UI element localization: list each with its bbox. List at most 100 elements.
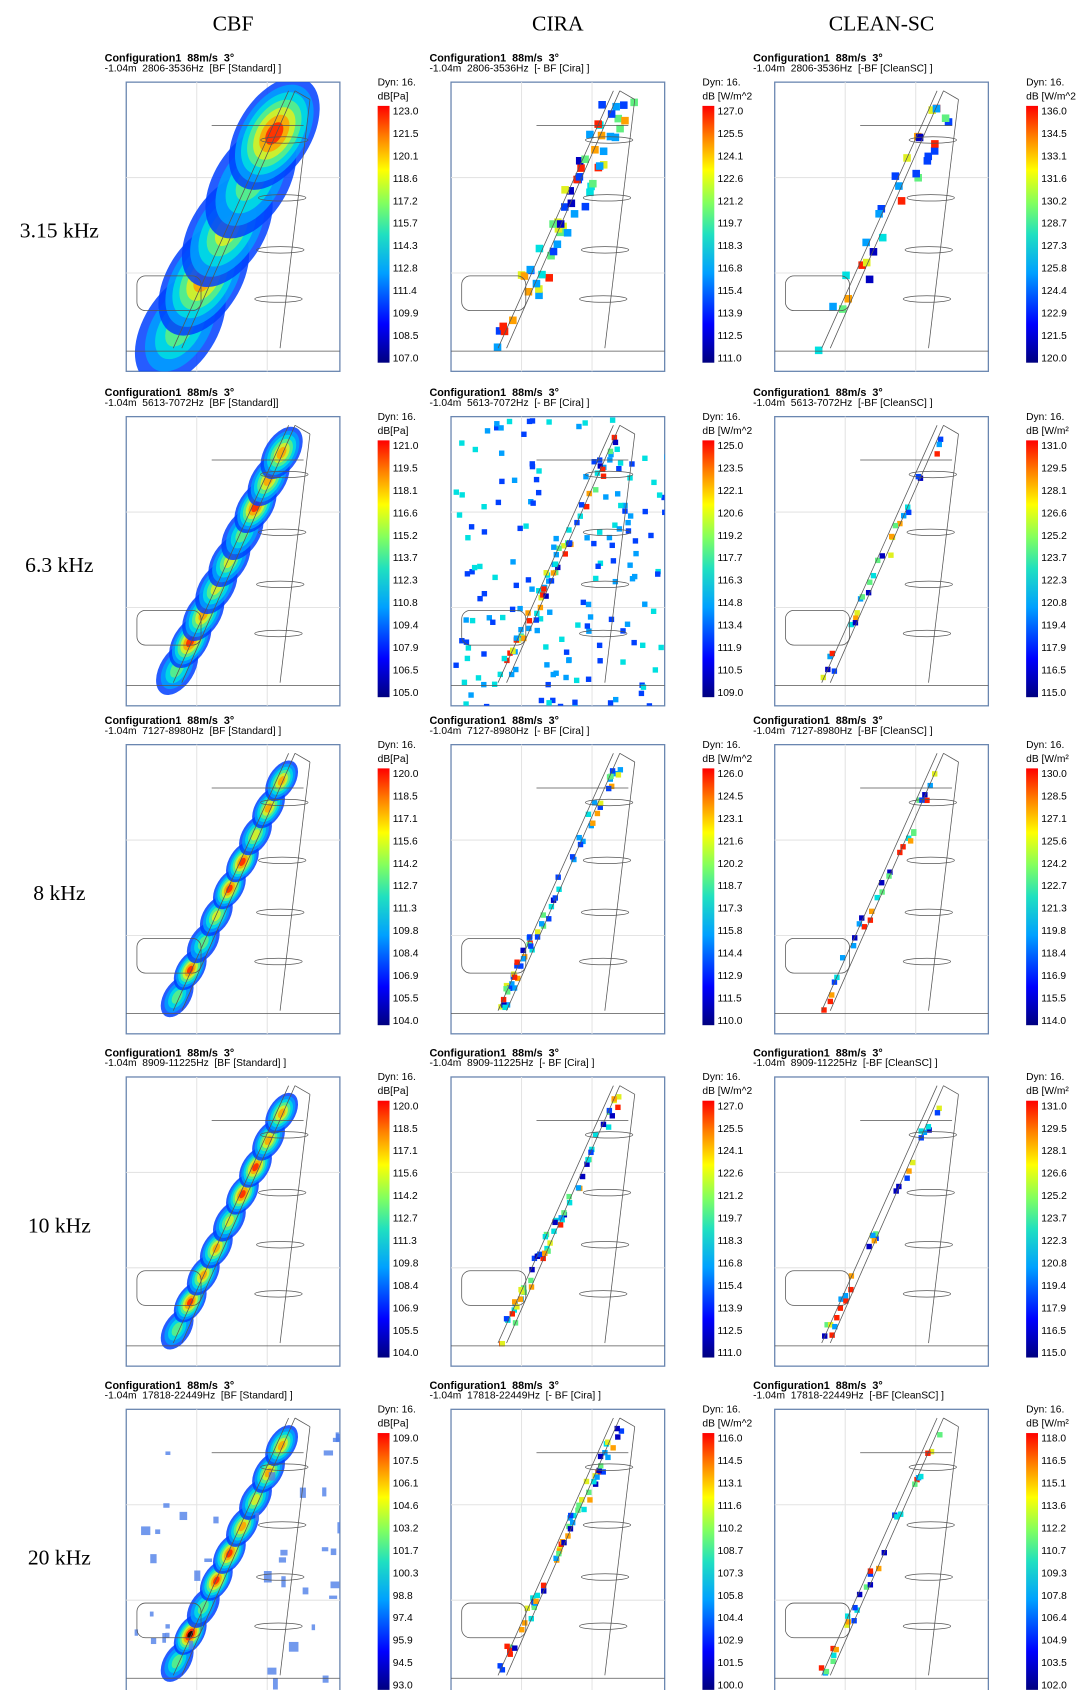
aircraft-outline <box>497 90 614 349</box>
source-cell <box>567 199 576 208</box>
noise-cell <box>642 455 648 461</box>
colorbar-unit: dB [W/m² <box>1026 1086 1069 1097</box>
flap-track <box>906 528 955 536</box>
noise-cell <box>456 512 463 518</box>
source-map <box>126 82 340 372</box>
colorbar-tick-label: 122.7 <box>1041 881 1067 892</box>
source-cell <box>842 271 850 280</box>
colorbar-tick-label: 116.0 <box>718 1434 743 1445</box>
source-cell <box>843 1298 849 1304</box>
noise-blob <box>329 1595 338 1599</box>
source-cell <box>919 797 925 803</box>
noise-blob <box>163 1503 170 1508</box>
colorbar-tick-label: 113.9 <box>718 309 743 320</box>
aircraft-outline <box>604 1094 636 1344</box>
source-cell <box>540 1255 546 1262</box>
noise-cell <box>642 508 648 515</box>
noise-cell <box>529 461 535 467</box>
flap-track <box>582 528 632 536</box>
source-cell <box>904 1175 910 1181</box>
panel-title: Configuration1 88m/s 3° <box>753 715 883 727</box>
noise-cell <box>490 619 496 625</box>
aircraft-outline <box>821 90 938 349</box>
colorbar-tick-label: 115.6 <box>393 1169 418 1180</box>
source-cell <box>550 570 557 576</box>
panel: Configuration1 88m/s 3°-1.04m 8909-11225… <box>429 1047 753 1367</box>
colorbar-tick-label: 119.8 <box>1041 926 1066 937</box>
source-cell <box>546 578 552 584</box>
source-cell <box>873 1231 879 1237</box>
source-cell <box>879 553 886 559</box>
colorbar-tick-label: 118.3 <box>718 241 743 252</box>
source-cell <box>877 204 886 213</box>
colorbar-tick-label: 105.0 <box>393 688 419 699</box>
colorbar-tick-label: 111.3 <box>393 904 417 915</box>
noise-cell <box>631 639 637 646</box>
source-cell <box>856 921 863 927</box>
colorbar-dyn: Dyn: 16. <box>378 412 416 423</box>
noise-cell <box>652 667 659 673</box>
row-label: 10 kHz <box>28 1213 91 1237</box>
source-cell <box>568 1512 574 1519</box>
source-cell <box>575 1507 581 1513</box>
source-cell <box>897 197 906 205</box>
flap-track <box>582 1521 632 1529</box>
noise-blob <box>255 1512 260 1521</box>
colorbar-tick-label: 107.5 <box>393 1456 419 1467</box>
source-cell <box>531 1255 538 1262</box>
colorbar-tick-label: 127.3 <box>1041 241 1067 252</box>
source-cell <box>531 1604 538 1611</box>
source-cell <box>561 186 569 194</box>
noise-blob <box>321 1547 329 1552</box>
colorbar-tick-label: 111.5 <box>718 993 742 1004</box>
noise-blob <box>213 1516 219 1524</box>
source-cell <box>553 240 562 249</box>
source-cell <box>498 1004 504 1010</box>
colorbar-tick-label: 104.0 <box>393 1348 419 1359</box>
flap-track <box>582 194 632 202</box>
noise-cell <box>543 644 549 650</box>
source-cell <box>589 179 597 188</box>
panel-title: Configuration1 88m/s 3° <box>429 53 559 65</box>
source-cell <box>528 943 534 949</box>
noise-blob <box>311 1624 316 1631</box>
panel: Configuration1 88m/s 3°-1.04m 7127-8980H… <box>753 715 1069 1035</box>
source-cell <box>506 985 513 991</box>
colorbar-tick-label: 111.3 <box>393 1236 417 1247</box>
source-cell <box>608 773 614 779</box>
aircraft-outline <box>943 1417 959 1427</box>
noise-cell <box>511 477 518 483</box>
noise-blob <box>299 1487 306 1498</box>
source-cell <box>499 1340 506 1347</box>
aircraft-outline <box>497 1085 614 1344</box>
noise-cell <box>499 478 505 485</box>
colorbar-tick-label: 118.7 <box>718 881 743 892</box>
source-cell <box>818 1665 825 1671</box>
aircraft-outline <box>604 1426 636 1676</box>
source-cell <box>829 650 836 657</box>
noise-cell <box>500 614 506 621</box>
source-cell <box>850 942 857 949</box>
source-cell <box>833 1646 839 1653</box>
source-cell <box>541 586 547 592</box>
source-cell <box>583 503 590 510</box>
noise-cell <box>526 418 533 425</box>
source-cell <box>500 327 509 336</box>
panel: Configuration1 88m/s 3°-1.04m 7127-8980H… <box>429 715 753 1035</box>
noise-cell <box>597 658 603 664</box>
aircraft-outline <box>279 1094 311 1344</box>
colorbar-unit: dB [W/m^2 <box>702 426 752 437</box>
source-cell <box>561 1539 567 1546</box>
noise-cell <box>506 418 513 425</box>
noise-cell <box>513 582 519 589</box>
nacelle <box>136 938 202 974</box>
colorbar-tick-label: 124.5 <box>718 791 744 802</box>
source-cell <box>898 1511 904 1517</box>
panel-title: Configuration1 88m/s 3° <box>429 387 559 399</box>
source-cell <box>561 543 567 549</box>
colorbar-tick-label: 131.0 <box>1041 441 1067 452</box>
colorbar-tick-label: 115.0 <box>1041 1348 1066 1359</box>
colorbar-tick-label: 124.1 <box>718 1146 744 1157</box>
source-cell <box>611 133 620 142</box>
